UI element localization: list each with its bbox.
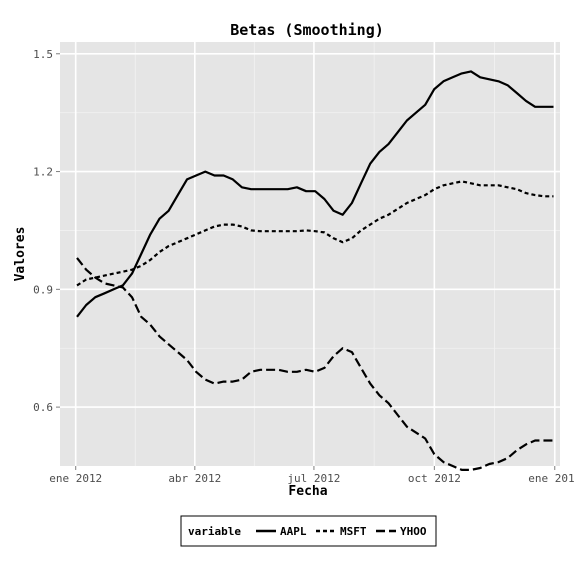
x-axis-title: Fecha <box>288 484 327 499</box>
x-tick-label: jul 2012 <box>287 472 340 485</box>
series-line-aapl <box>76 70 554 318</box>
legend-label-msft: MSFT <box>340 525 367 538</box>
y-axis-title: Valores <box>13 227 28 282</box>
legend-box <box>180 515 437 547</box>
legend-title: variable <box>188 525 241 538</box>
legend-keys: AAPL MSFT YHOO <box>256 525 427 538</box>
y-axis-ticks: 0.6 0.9 1.2 1.5 <box>33 48 60 414</box>
series-line-yhoo <box>76 257 554 471</box>
y-tick-label: 0.6 <box>33 401 53 414</box>
y-tick-label: 0.9 <box>33 283 53 296</box>
x-tick-label: ene 2012 <box>49 472 102 485</box>
legend: variable AAPL MSFT YHOO <box>180 515 437 547</box>
x-tick-label: ene 2013 <box>528 472 575 485</box>
legend-label-aapl: AAPL <box>280 525 307 538</box>
x-tick-label: oct 2012 <box>408 472 461 485</box>
y-tick-label: 1.2 <box>33 166 53 179</box>
y-tick-label: 1.5 <box>33 48 53 61</box>
grid-lines <box>60 42 560 466</box>
series-lines <box>76 70 554 471</box>
series-line-msft <box>76 180 554 287</box>
legend-label-yhoo: YHOO <box>400 525 427 538</box>
chart-title: Betas (Smoothing) <box>230 21 384 39</box>
x-axis-ticks: ene 2012 abr 2012 jul 2012 oct 2012 ene 2013 <box>49 466 575 485</box>
x-tick-label: abr 2012 <box>168 472 221 485</box>
